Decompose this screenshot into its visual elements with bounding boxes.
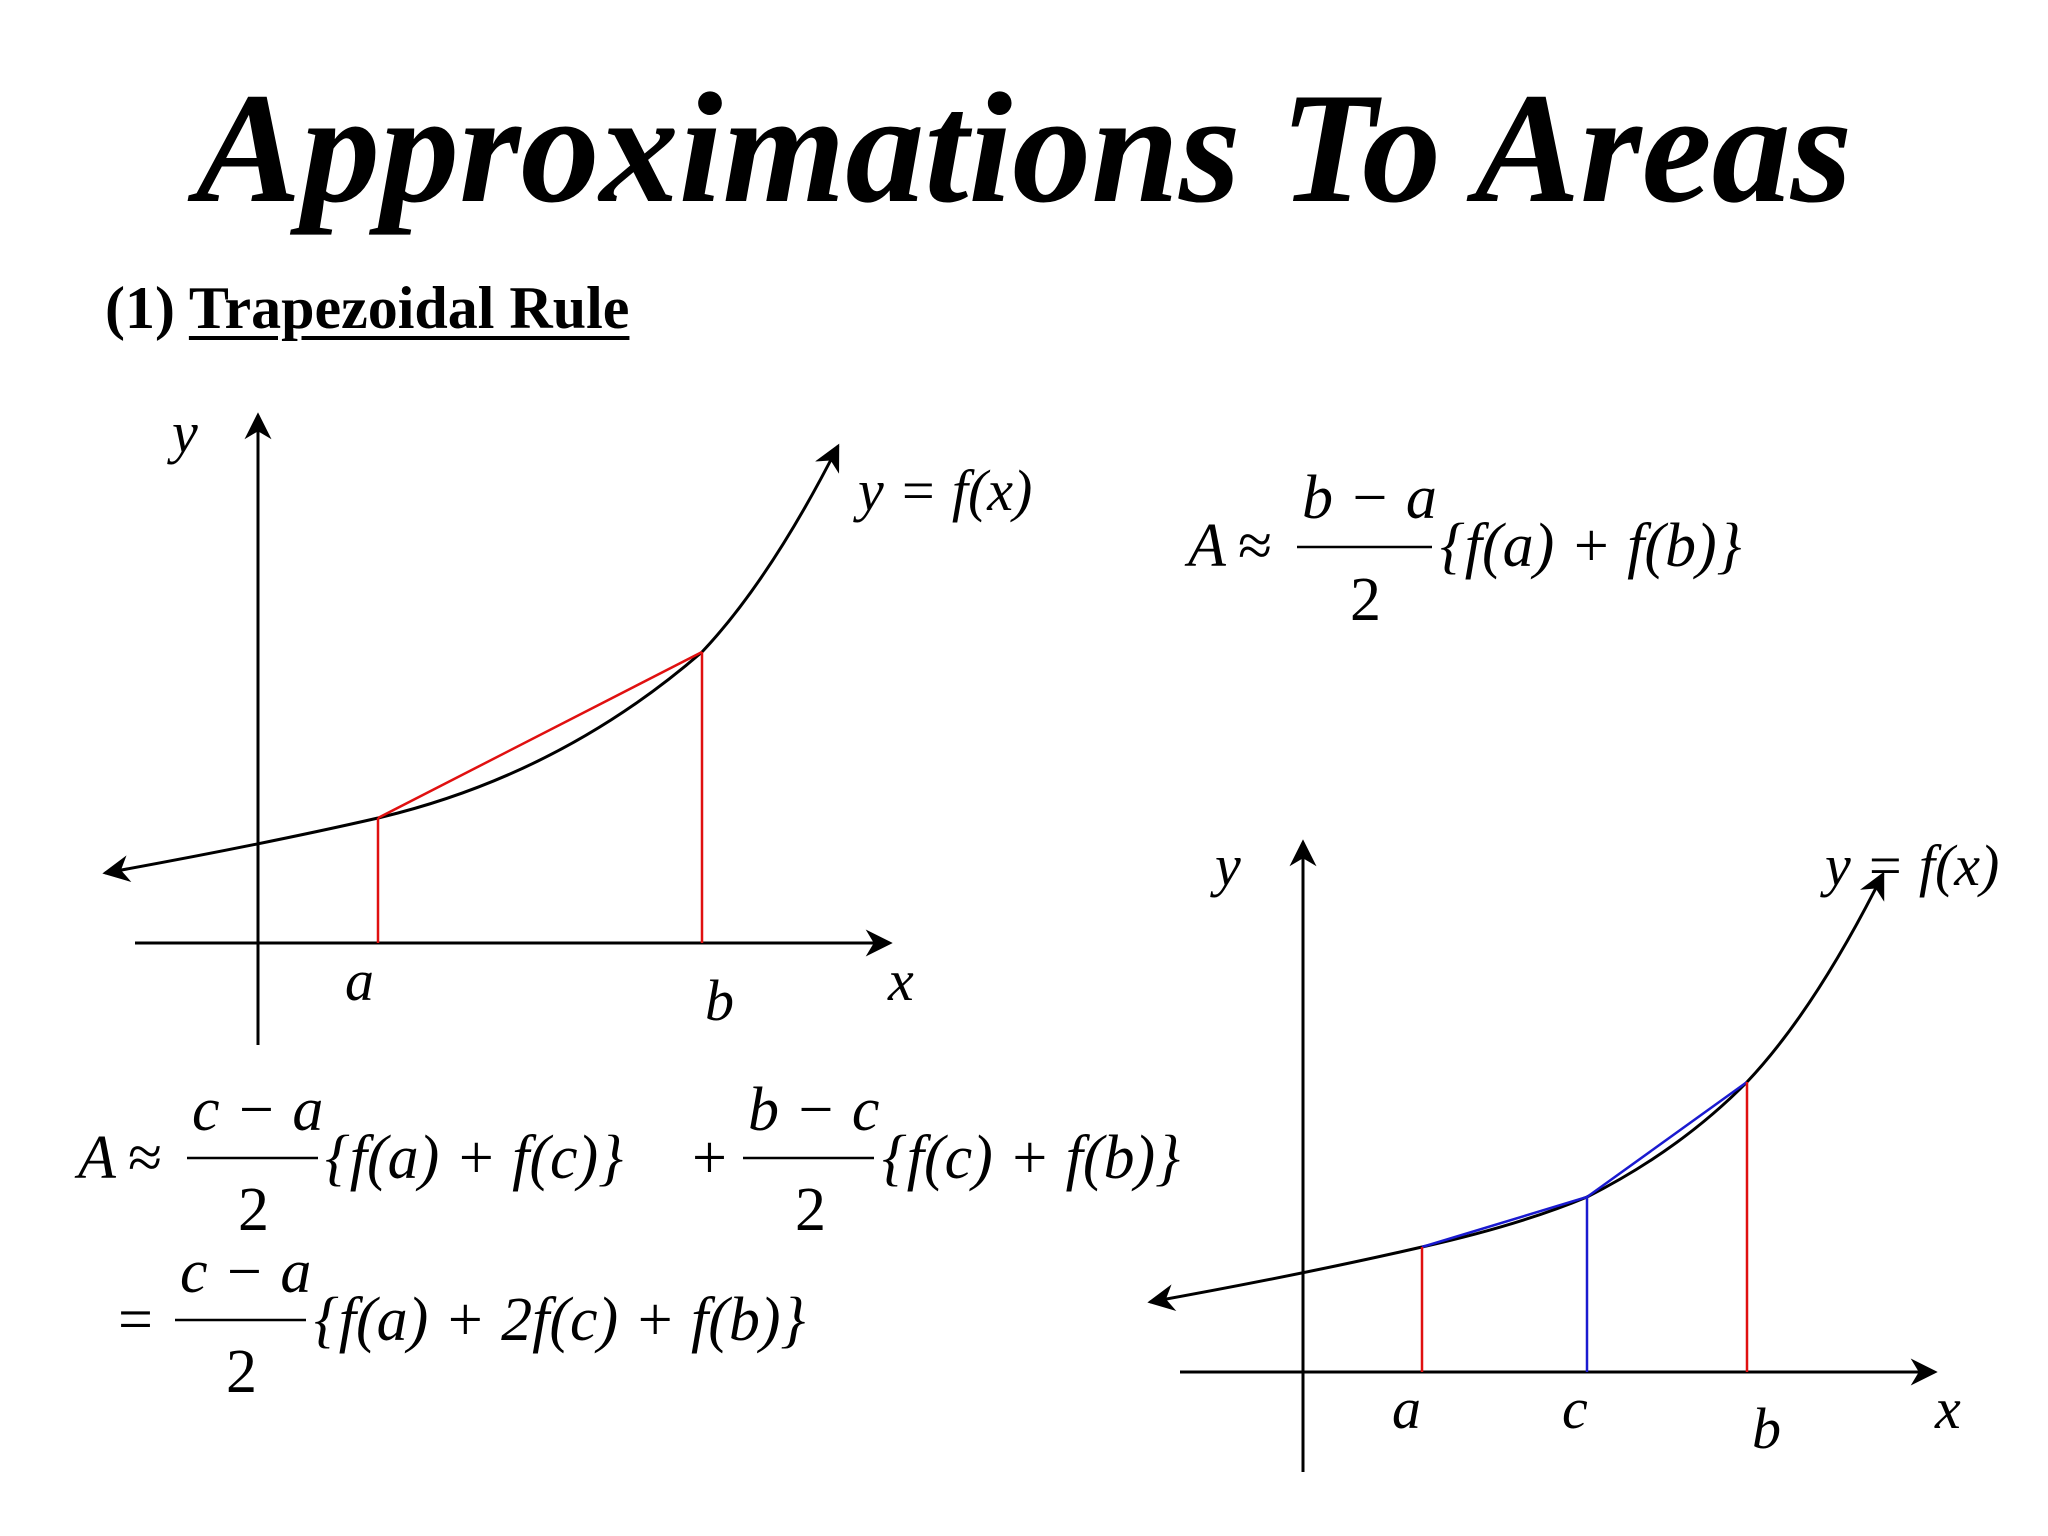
graph-two: y x a c b y = f(x)	[1147, 833, 1999, 1472]
graph-two-c-label: c	[1562, 1376, 1588, 1441]
graph-two-y-label: y	[1210, 833, 1241, 898]
formula-one-lhs: A	[1184, 512, 1227, 580]
section-number: (1)	[105, 275, 175, 341]
formula-three-body: {f(a) + 2f(c) + f(b)}	[314, 1286, 806, 1354]
formula-two-body-1: {f(a) + f(c)}	[325, 1124, 623, 1192]
section-heading: (1) Trapezoidal Rule	[105, 278, 629, 338]
formula-two: A ≈ c − a 2 {f(a) + f(c)} + b − c 2 {f(c…	[74, 1076, 1180, 1244]
formula-one-body: {f(a) + f(b)}	[1440, 512, 1742, 580]
formula-two-numerator-1: c − a	[192, 1076, 323, 1144]
graph-two-b-label: b	[1752, 1396, 1781, 1461]
section-title: Trapezoidal Rule	[188, 275, 630, 341]
formula-one-numerator: b − a	[1302, 464, 1437, 532]
formula-two-plus: +	[692, 1124, 727, 1192]
formula-one: A ≈ b − a 2 {f(a) + f(b)}	[1184, 464, 1742, 634]
graph-two-chords	[1421, 1080, 1748, 1249]
formula-three: = c − a 2 {f(a) + 2f(c) + f(b)}	[118, 1238, 806, 1406]
formula-two-denominator-1: 2	[238, 1176, 269, 1244]
graph-one-y-label: y	[167, 400, 198, 465]
formula-three-numerator: c − a	[180, 1238, 311, 1306]
formula-three-eq: =	[118, 1286, 153, 1354]
formula-one-denominator: 2	[1350, 566, 1381, 634]
graph-one: y x a b y = f(x)	[102, 400, 1032, 1045]
formula-one-approx: ≈	[1238, 512, 1272, 580]
graph-one-curve-label: y = f(x)	[853, 458, 1032, 523]
graph-one-x-label: x	[887, 948, 914, 1013]
graph-two-a-label: a	[1392, 1376, 1421, 1441]
graph-two-curve	[1147, 871, 1885, 1311]
graph-one-a-label: a	[345, 948, 374, 1013]
graph-two-x-label: x	[1934, 1376, 1961, 1441]
graph-one-curve	[102, 443, 840, 882]
formula-two-numerator-2: b − c	[748, 1076, 879, 1144]
graph-one-b-label: b	[705, 968, 734, 1033]
page-title: Approximations To Areas	[195, 61, 1853, 236]
formula-two-denominator-2: 2	[795, 1176, 826, 1244]
graph-one-chord	[377, 650, 703, 820]
formula-two-body-2: {f(c) + f(b)}	[882, 1124, 1180, 1192]
formula-three-denominator: 2	[226, 1338, 257, 1406]
formula-two-lhs: A	[74, 1124, 117, 1192]
formula-two-approx: ≈	[128, 1124, 162, 1192]
graph-two-curve-label: y = f(x)	[1820, 833, 1999, 898]
